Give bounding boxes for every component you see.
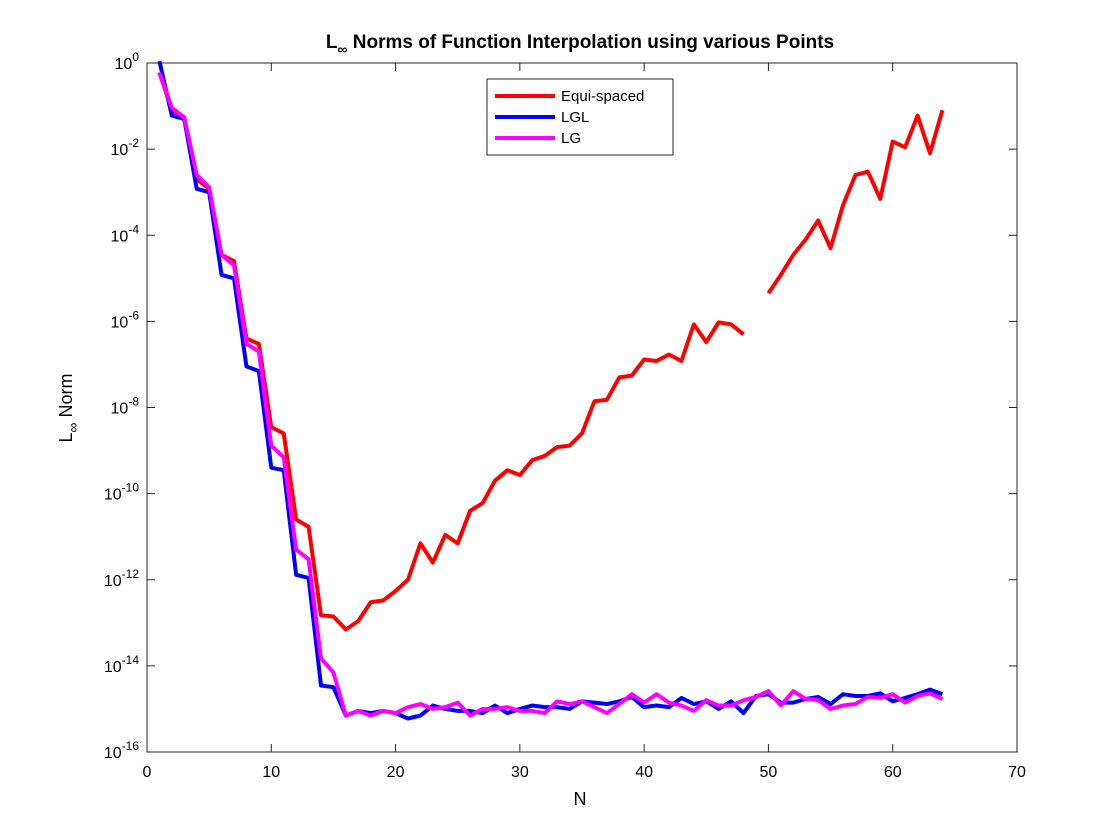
chart-title: L∞ Norms of Function Interpolation using… xyxy=(326,32,834,57)
x-tick-label: 50 xyxy=(760,764,778,781)
y-tick-label: 10-10 xyxy=(104,481,139,504)
y-axis-label: L∞ Norm xyxy=(56,374,81,443)
x-tick-label: 30 xyxy=(511,764,529,781)
series-line-equi-spaced xyxy=(157,71,945,632)
y-axis-label-sub: ∞ xyxy=(65,422,81,432)
legend-label-lg: LG xyxy=(561,130,581,147)
y-tick-label: 10-14 xyxy=(104,653,139,676)
y-axis-label-main: L xyxy=(56,432,76,442)
series-line-lg xyxy=(157,71,944,718)
x-axis: 0 10 20 30 40 50 60 70 xyxy=(143,63,1026,781)
y-tick-label: 10-6 xyxy=(111,308,140,331)
x-tick-label: 40 xyxy=(635,764,653,781)
chart-title-main: L xyxy=(326,32,338,53)
x-tick-label: 20 xyxy=(387,764,405,781)
x-tick-label: 10 xyxy=(262,764,280,781)
x-axis-label: N xyxy=(574,789,587,809)
y-tick-label: 100 xyxy=(115,50,140,73)
y-tick-label: 10-16 xyxy=(104,739,139,762)
chart-title-rest: Norms of Function Interpolation using va… xyxy=(347,32,834,53)
y-tick-label: 10-8 xyxy=(111,395,140,418)
x-tick-label: 0 xyxy=(143,764,152,781)
y-axis: 100 10-2 10-4 10-6 10-8 10-10 10-12 10-14 10-16 xyxy=(104,50,1017,762)
y-axis-label-rest: Norm xyxy=(56,374,76,423)
legend-label-equi-spaced: Equi-spaced xyxy=(561,88,644,105)
y-tick-label: 10-2 xyxy=(111,136,140,159)
y-tick-label: 10-4 xyxy=(111,222,140,245)
series-group xyxy=(157,60,945,721)
legend-label-lgl: LGL xyxy=(561,109,589,126)
y-tick-label: 10-12 xyxy=(104,567,139,590)
x-tick-label: 70 xyxy=(1008,764,1026,781)
legend: Equi-spaced LGL LG xyxy=(486,78,674,156)
chart-title-sub: ∞ xyxy=(338,41,348,57)
x-tick-label: 60 xyxy=(884,764,902,781)
